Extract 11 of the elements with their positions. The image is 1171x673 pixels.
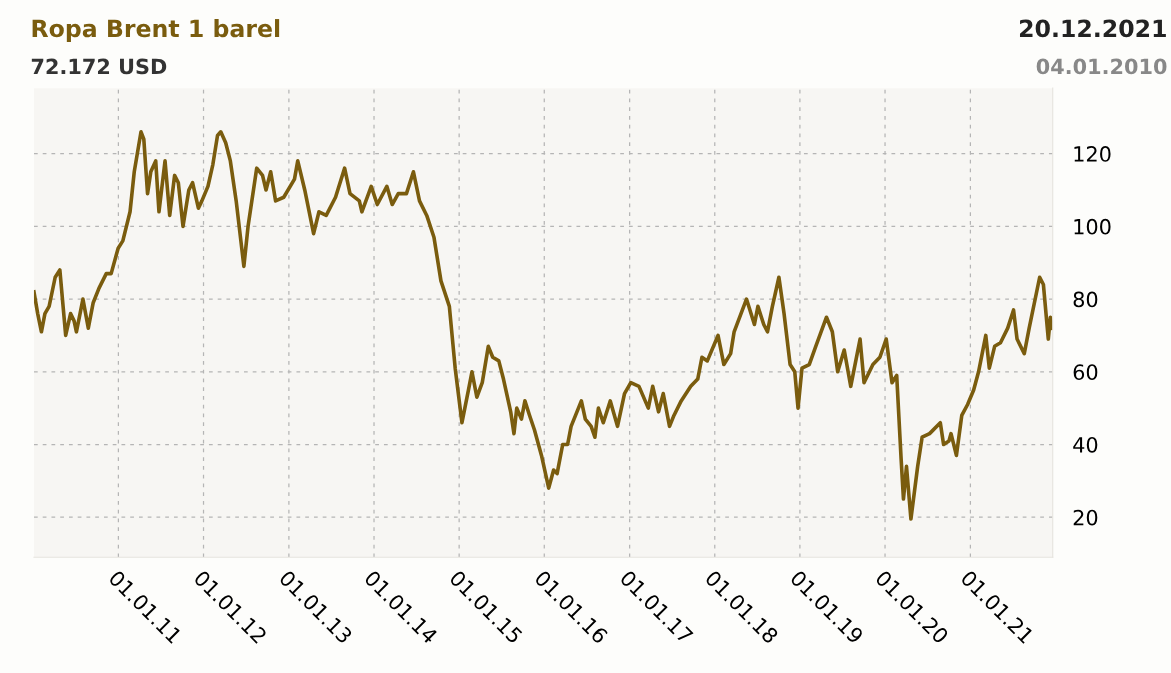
y-tick-label: 20 [1073, 509, 1098, 526]
line-series [33, 129, 1053, 521]
chart-title: Ropa Brent 1 barel [32, 19, 280, 42]
y-tick-label: 40 [1073, 436, 1098, 453]
text: 20.12.2021 [1019, 19, 1166, 38]
y-tick-label: 120 [1074, 146, 1111, 162]
chart-subtitle: 72.172 USD [31, 58, 167, 75]
text: 04.01.2010 [1036, 58, 1167, 75]
y-tick-label: 100 [1074, 218, 1111, 235]
y-tick-label: 60 [1073, 364, 1098, 380]
y-tick-label: 80 [1073, 291, 1098, 308]
